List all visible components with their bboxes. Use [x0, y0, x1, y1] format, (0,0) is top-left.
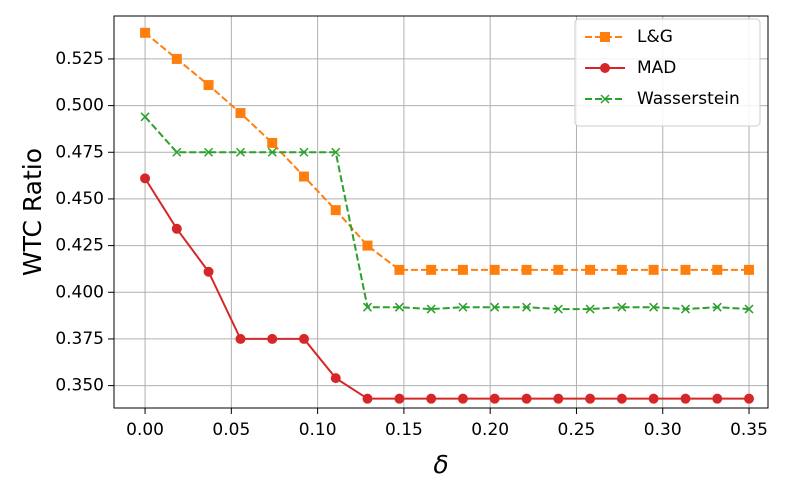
- x-tick-label: 0.30: [644, 420, 682, 440]
- legend: L&G MAD Wasserstein: [574, 18, 761, 127]
- plot-frame: [113, 15, 769, 409]
- marker: [744, 393, 755, 404]
- marker: [712, 393, 723, 404]
- marker: [267, 137, 278, 148]
- marker: [171, 223, 182, 234]
- marker: [204, 147, 214, 157]
- y-tick-label: 0.525: [55, 49, 104, 69]
- marker: [394, 264, 405, 275]
- marker: [553, 304, 563, 314]
- marker: [203, 266, 214, 277]
- marker: [617, 302, 627, 312]
- marker: [600, 32, 610, 42]
- marker: [648, 393, 659, 404]
- series-line: [144, 32, 750, 271]
- marker: [680, 264, 691, 275]
- marker: [426, 264, 437, 275]
- y-tick-label: 0.450: [55, 189, 104, 209]
- marker: [267, 147, 277, 157]
- x-tick-label: 0.10: [299, 420, 337, 440]
- marker: [553, 264, 564, 275]
- x-tick-label: 0.25: [558, 420, 596, 440]
- marker: [458, 302, 468, 312]
- marker: [649, 302, 659, 312]
- marker: [362, 393, 373, 404]
- marker: [457, 393, 468, 404]
- marker: [712, 302, 722, 312]
- legend-label: L&G: [637, 27, 673, 47]
- marker: [600, 94, 610, 104]
- marker: [172, 147, 182, 157]
- marker: [394, 302, 404, 312]
- marker: [744, 264, 755, 275]
- marker: [330, 373, 341, 384]
- marker: [522, 302, 532, 312]
- y-tick-label: 0.500: [55, 96, 104, 116]
- x-tick-label: 0.05: [212, 420, 250, 440]
- y-tick-label: 0.350: [55, 376, 104, 396]
- marker: [330, 205, 341, 216]
- marker: [680, 304, 691, 314]
- y-tick-label: 0.400: [55, 282, 104, 302]
- x-tick-label: 0.35: [730, 420, 768, 440]
- marker: [362, 240, 373, 251]
- marker: [490, 302, 500, 312]
- marker: [267, 333, 278, 344]
- legend-label: MAD: [637, 58, 676, 78]
- marker: [489, 393, 500, 404]
- marker: [712, 264, 723, 275]
- series-line: [144, 177, 750, 400]
- y-axis-label: WTC Ratio: [18, 148, 47, 276]
- marker: [171, 53, 182, 64]
- marker: [521, 393, 532, 404]
- legend-label: Wasserstein: [637, 89, 740, 109]
- marker: [744, 304, 754, 314]
- x-tick-label: 0.15: [385, 420, 423, 440]
- series-line: [144, 116, 750, 311]
- marker: [600, 63, 610, 73]
- marker: [394, 393, 405, 404]
- marker: [648, 264, 659, 275]
- marker: [585, 393, 596, 404]
- marker: [140, 173, 151, 184]
- y-tick-label: 0.425: [55, 236, 104, 256]
- marker: [585, 264, 596, 275]
- marker: [426, 393, 437, 404]
- marker: [680, 393, 691, 404]
- marker: [521, 264, 532, 275]
- marker: [299, 147, 309, 157]
- marker: [553, 393, 564, 404]
- marker: [235, 147, 246, 157]
- marker: [140, 112, 150, 122]
- marker: [362, 302, 373, 312]
- marker: [140, 27, 151, 38]
- y-tick-label: 0.475: [55, 142, 104, 162]
- x-tick-label: 0.00: [126, 420, 164, 440]
- marker: [426, 304, 436, 314]
- marker: [298, 171, 309, 182]
- x-tick-label: 0.20: [471, 420, 509, 440]
- marker: [585, 304, 595, 314]
- marker: [298, 333, 309, 344]
- marker: [616, 393, 627, 404]
- marker: [616, 264, 627, 275]
- y-tick-label: 0.375: [55, 329, 104, 349]
- marker: [457, 264, 468, 275]
- x-axis-label: δ: [433, 450, 448, 479]
- marker: [203, 80, 214, 91]
- marker: [235, 108, 246, 119]
- marker: [489, 264, 500, 275]
- marker: [331, 147, 341, 157]
- marker: [235, 333, 246, 344]
